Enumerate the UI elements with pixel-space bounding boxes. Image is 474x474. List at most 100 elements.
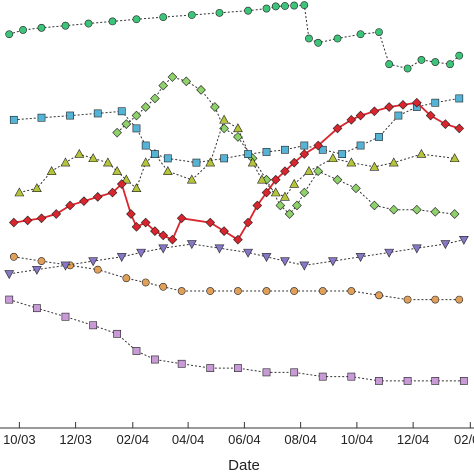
data-point xyxy=(375,28,383,36)
data-point xyxy=(150,93,160,104)
series-2 xyxy=(112,72,460,219)
data-point xyxy=(346,115,357,125)
data-point xyxy=(369,200,380,211)
data-point xyxy=(163,154,172,163)
data-point xyxy=(313,166,323,177)
data-point xyxy=(233,132,243,142)
data-point xyxy=(304,165,314,175)
data-point xyxy=(369,106,380,117)
data-point xyxy=(355,110,366,121)
data-point xyxy=(9,115,18,124)
data-point xyxy=(262,287,271,295)
data-point xyxy=(141,278,150,287)
data-point xyxy=(356,141,365,150)
series-8 xyxy=(5,295,468,385)
data-point xyxy=(132,15,141,24)
data-point xyxy=(51,209,62,219)
data-point xyxy=(140,102,151,112)
data-point xyxy=(356,30,365,39)
x-tick-label: 12/03 xyxy=(59,432,92,447)
data-point xyxy=(440,240,451,250)
data-point xyxy=(32,304,41,313)
data-point xyxy=(305,34,313,43)
data-point xyxy=(206,364,215,372)
data-point xyxy=(65,200,75,211)
x-tick-label: 10/03 xyxy=(3,432,36,447)
data-point xyxy=(9,217,19,228)
data-point xyxy=(318,287,327,295)
data-point xyxy=(411,244,422,254)
data-point xyxy=(281,2,289,10)
data-point xyxy=(243,217,253,228)
data-point xyxy=(234,364,242,372)
data-point xyxy=(300,1,309,10)
data-point xyxy=(290,287,299,295)
data-point xyxy=(403,64,412,73)
series-7 xyxy=(4,235,469,280)
data-point xyxy=(333,34,342,43)
data-point xyxy=(116,179,127,189)
x-tick-label: 10/04 xyxy=(341,432,374,447)
data-point xyxy=(205,157,216,167)
data-point xyxy=(313,140,323,151)
data-point xyxy=(186,240,197,250)
data-point xyxy=(61,312,70,321)
data-point xyxy=(233,234,243,245)
x-tick-label: 02/05 xyxy=(454,432,474,447)
data-point xyxy=(31,265,42,275)
data-point xyxy=(60,261,71,271)
data-point xyxy=(205,217,216,228)
data-point xyxy=(4,270,15,280)
data-point xyxy=(5,30,14,39)
data-point xyxy=(121,119,132,129)
data-point xyxy=(289,157,299,168)
data-point xyxy=(384,248,395,258)
data-point xyxy=(233,123,243,133)
data-point xyxy=(455,94,464,103)
data-point xyxy=(284,209,295,219)
data-point xyxy=(37,257,46,265)
x-tick-label: 08/04 xyxy=(284,432,317,447)
data-point xyxy=(167,72,178,82)
data-point xyxy=(150,226,160,236)
data-point xyxy=(177,359,186,368)
data-point xyxy=(446,60,454,69)
x-tick-label: 06/04 xyxy=(228,432,261,447)
data-point xyxy=(181,76,192,87)
data-point xyxy=(449,209,460,219)
data-point xyxy=(431,295,440,304)
data-point xyxy=(299,187,310,198)
data-point xyxy=(385,60,394,69)
data-point xyxy=(455,295,464,304)
data-point xyxy=(132,347,141,355)
x-axis-title: Date xyxy=(228,457,260,474)
data-point xyxy=(107,187,118,198)
x-tick-label: 04/04 xyxy=(172,432,205,447)
data-point xyxy=(214,244,225,254)
data-point xyxy=(270,174,281,185)
data-point xyxy=(93,265,102,274)
data-point xyxy=(131,222,142,232)
data-point xyxy=(338,150,347,158)
data-point xyxy=(158,80,169,91)
data-point xyxy=(375,377,383,385)
data-point xyxy=(332,123,343,134)
data-point xyxy=(192,158,201,167)
data-point xyxy=(196,85,206,95)
series-4 xyxy=(9,94,464,167)
data-point xyxy=(210,102,220,112)
data-point xyxy=(403,377,412,385)
data-point xyxy=(112,165,123,175)
data-point xyxy=(167,234,178,245)
data-point xyxy=(355,253,366,263)
data-point xyxy=(116,253,127,263)
data-point xyxy=(60,157,71,167)
data-point xyxy=(299,149,310,159)
data-point xyxy=(247,157,258,167)
data-point xyxy=(299,261,310,271)
data-point xyxy=(332,174,343,185)
data-point xyxy=(300,141,309,150)
data-point xyxy=(262,4,271,13)
data-point xyxy=(244,150,252,158)
